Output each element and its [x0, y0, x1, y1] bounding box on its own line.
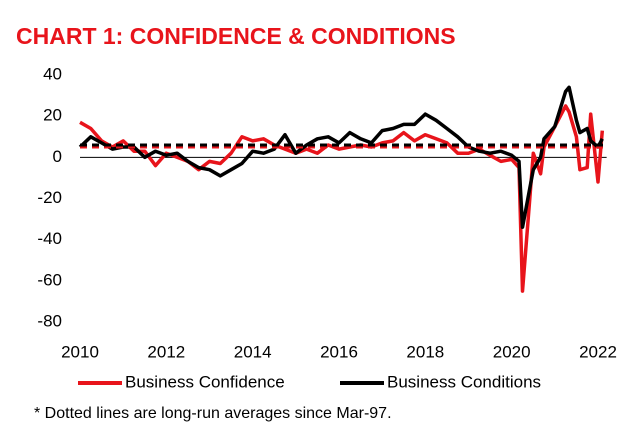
y-tick-label: 20: [43, 106, 62, 125]
series-line: [79, 104, 605, 293]
legend-label: Business Conditions: [387, 372, 541, 391]
x-tick-label: 2014: [234, 342, 272, 361]
y-tick-label: -40: [37, 229, 62, 248]
x-tick-label: 2020: [493, 342, 531, 361]
y-tick-label: 40: [43, 64, 62, 83]
chart-title: CHART 1: CONFIDENCE & CONDITIONS: [16, 23, 456, 49]
y-tick-label: -60: [37, 270, 62, 289]
footnote: * Dotted lines are long-run averages sin…: [34, 405, 392, 422]
y-tick-label: -80: [37, 311, 62, 330]
legend-label: Business Confidence: [125, 372, 285, 391]
x-tick-label: 2022: [579, 342, 617, 361]
x-tick-label: 2012: [147, 342, 185, 361]
x-tick-label: 2016: [320, 342, 358, 361]
x-tick-label: 2010: [61, 342, 99, 361]
y-tick-label: 0: [53, 147, 62, 166]
x-tick-label: 2018: [406, 342, 444, 361]
y-tick-label: -20: [37, 188, 62, 207]
series-line: [78, 85, 604, 230]
